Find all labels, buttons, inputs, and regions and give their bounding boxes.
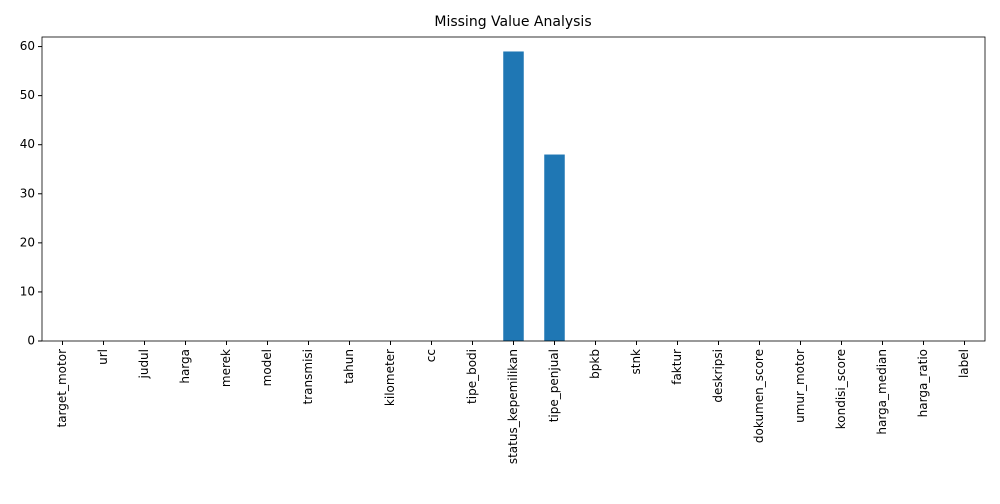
y-tick-label: 30 (20, 186, 35, 200)
x-tick-label: kilometer (383, 349, 397, 406)
x-tick-label: kondisi_score (834, 349, 848, 429)
y-tick-label: 0 (27, 334, 35, 348)
y-tick-label: 60 (20, 39, 35, 53)
x-tick-label: stnk (629, 349, 643, 375)
x-tick-label: judul (137, 349, 151, 380)
x-tick-label: url (96, 349, 110, 365)
y-tick-label: 50 (20, 88, 35, 102)
x-tick-label: umur_motor (793, 349, 807, 423)
x-tick-label: dokumen_score (752, 349, 766, 443)
x-tick-label: harga_median (875, 349, 889, 435)
bar (544, 154, 565, 341)
x-tick-label: harga_ratio (916, 349, 930, 417)
axes-frame (41, 36, 986, 342)
x-tick-label: label (957, 349, 971, 378)
y-tick-label: 20 (20, 235, 35, 249)
x-tick-label: harga (178, 349, 192, 384)
x-tick-label: deskripsi (711, 349, 725, 403)
x-tick-label: status_kepemilikan (506, 349, 520, 464)
x-tick-label: faktur (670, 349, 684, 385)
x-tick-label: tahun (342, 349, 356, 384)
bar (503, 51, 524, 341)
x-tick-label: model (260, 349, 274, 386)
x-tick-label: transmisi (301, 349, 315, 404)
chart-title: Missing Value Analysis (434, 14, 591, 30)
x-tick-label: tipe_bodi (465, 349, 479, 404)
x-tick-label: merek (219, 349, 233, 387)
x-tick-label: target_motor (55, 349, 69, 428)
x-tick-label: cc (424, 349, 438, 362)
x-tick-label: tipe_penjual (547, 349, 561, 422)
y-tick-label: 40 (20, 137, 35, 151)
y-tick-label: 10 (20, 284, 35, 298)
x-tick-label: bpkb (588, 349, 602, 379)
